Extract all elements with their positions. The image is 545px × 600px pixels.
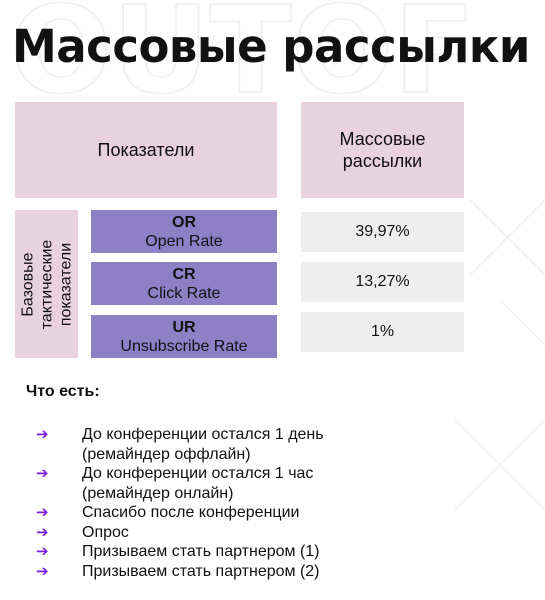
list-item: ➔ Опрос [36,523,536,543]
group-label-cell: Базовые тактические показатели [15,210,78,358]
header-mass-mailing-label: Массовые рассылки [339,129,426,171]
header-mass-mailing: Массовые рассылки [301,102,464,198]
group-label-line-3: показатели [57,242,74,326]
value-or: 39,97% [301,212,464,252]
list-item: ➔ Спасибо после конференции [36,503,536,523]
metric-name: Open Rate [145,232,223,250]
list-item-text: Призываем стать партнером (1) [82,543,320,560]
list-item: ➔ До конференции остался 1 день (ремайнде… [36,425,536,464]
metric-abbr: OR [172,213,196,231]
group-label-line-2: тактические [38,239,55,329]
arrow-right-icon: ➔ [36,426,49,443]
section-label: Что есть: [26,383,100,400]
value-cr: 13,27% [301,262,464,302]
arrow-right-icon: ➔ [36,523,49,541]
header-indicators: Показатели [15,102,277,198]
arrow-right-icon: ➔ [36,562,49,580]
list-item-text: До конференции остался 1 час (ремайндер … [82,465,314,502]
list-item-text: Призываем стать партнером (2) [82,562,320,580]
list-item-text: Опрос [82,523,129,541]
list-item: ➔ До конференции остался 1 час (ремайндер… [36,464,536,503]
feature-list: ➔ До конференции остался 1 день (ремайнде… [36,425,536,581]
list-item-text: До конференции остался 1 день (ремайндер… [82,426,324,463]
metric-name: Click Rate [147,284,221,302]
list-item: ➔ Призываем стать партнером (2) [36,562,536,582]
group-label: Базовые тактические показатели [18,239,75,329]
metric-cr: CR Click Rate [91,262,277,305]
metric-ur: UR Unsubscribe Rate [91,315,277,358]
group-label-line-1: Базовые [19,251,36,317]
arrow-right-icon: ➔ [36,504,49,521]
page-title: Массовые рассылки [12,20,530,73]
metric-name: Unsubscribe Rate [120,337,248,355]
metric-abbr: CR [172,265,196,283]
value-ur: 1% [301,312,464,352]
arrow-right-icon: ➔ [36,543,49,560]
arrow-right-icon: ➔ [36,465,49,482]
list-item-text: Спасибо после конференции [82,504,300,521]
list-item: ➔ Призываем стать партнером (1) [36,542,536,562]
metric-abbr: UR [172,318,196,336]
metric-or: OR Open Rate [91,210,277,253]
